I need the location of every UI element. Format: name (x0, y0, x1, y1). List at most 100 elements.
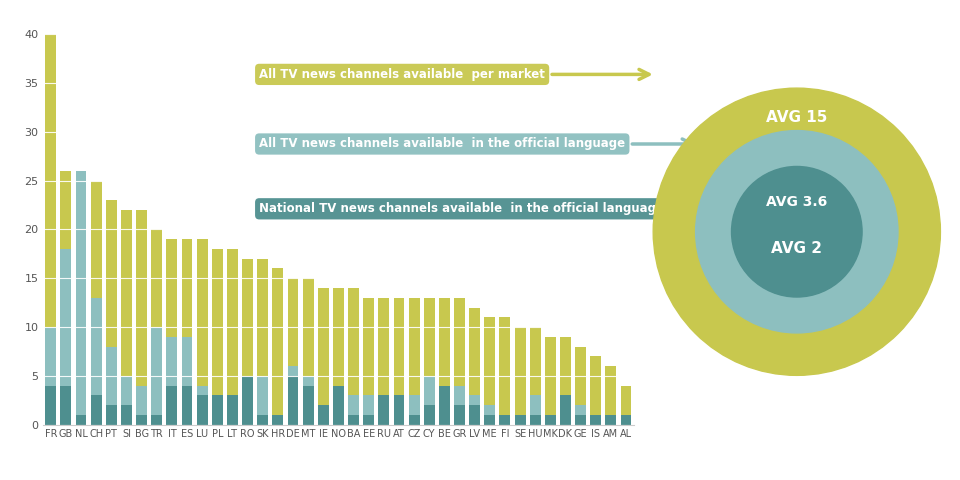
Bar (620, 415, 632, 425)
Bar (136, 415, 147, 425)
Bar (121, 210, 132, 376)
Bar (197, 239, 207, 386)
Bar (76, 415, 86, 425)
Bar (136, 210, 147, 386)
Bar (288, 366, 299, 376)
Bar (485, 317, 495, 405)
Bar (60, 386, 71, 425)
Bar (227, 396, 238, 425)
Bar (257, 259, 268, 376)
Bar (348, 396, 359, 415)
Bar (166, 386, 178, 425)
Bar (515, 327, 525, 415)
Bar (363, 396, 374, 415)
Bar (302, 376, 314, 386)
Bar (242, 376, 253, 425)
Bar (545, 415, 556, 425)
Bar (106, 405, 117, 425)
Bar (469, 308, 480, 396)
Bar (136, 386, 147, 415)
Bar (575, 405, 586, 415)
Bar (499, 415, 511, 425)
Bar (348, 415, 359, 425)
Bar (45, 327, 57, 386)
Bar (273, 415, 283, 425)
Bar (378, 396, 389, 425)
Bar (152, 229, 162, 327)
Bar (499, 317, 511, 415)
Bar (575, 347, 586, 405)
Circle shape (696, 131, 898, 333)
Bar (469, 405, 480, 425)
Circle shape (732, 167, 862, 297)
Bar (121, 376, 132, 405)
Bar (91, 396, 102, 425)
Bar (545, 337, 556, 415)
Text: All TV news channels available  per market: All TV news channels available per marke… (259, 68, 649, 81)
Bar (318, 288, 328, 405)
Bar (302, 386, 314, 425)
Bar (409, 415, 420, 425)
Bar (485, 415, 495, 425)
Bar (242, 259, 253, 376)
Bar (423, 298, 435, 376)
Bar (363, 415, 374, 425)
Bar (45, 386, 57, 425)
Bar (590, 415, 601, 425)
Text: AVG 15: AVG 15 (766, 110, 828, 125)
Bar (197, 386, 207, 396)
Bar (575, 415, 586, 425)
Bar (45, 34, 57, 327)
Bar (181, 239, 192, 337)
Bar (152, 327, 162, 415)
Bar (590, 356, 601, 415)
Text: AVG 3.6: AVG 3.6 (766, 195, 828, 209)
Text: National TV news channels available  in the official language: National TV news channels available in t… (259, 202, 729, 216)
Bar (91, 298, 102, 396)
Bar (181, 337, 192, 386)
Bar (166, 239, 178, 337)
Bar (454, 298, 465, 386)
Bar (76, 171, 86, 415)
Bar (288, 376, 299, 425)
Bar (606, 366, 616, 415)
Bar (363, 298, 374, 396)
Bar (454, 405, 465, 425)
Circle shape (653, 88, 941, 375)
Bar (515, 415, 525, 425)
Bar (485, 405, 495, 415)
Bar (560, 396, 571, 425)
Bar (181, 386, 192, 425)
Bar (166, 337, 178, 386)
Bar (91, 180, 102, 298)
Bar (394, 396, 404, 425)
Bar (227, 249, 238, 396)
Bar (212, 249, 223, 396)
Bar (152, 415, 162, 425)
Bar (530, 327, 540, 396)
Bar (318, 405, 328, 425)
Bar (348, 288, 359, 396)
Bar (530, 396, 540, 415)
Bar (409, 298, 420, 396)
Bar (333, 386, 344, 425)
Bar (409, 396, 420, 415)
Bar (378, 298, 389, 396)
Bar (106, 347, 117, 405)
Bar (212, 396, 223, 425)
Text: AVG 2: AVG 2 (771, 240, 823, 255)
Text: All TV news channels available  in the official language: All TV news channels available in the of… (259, 137, 692, 151)
Bar (454, 386, 465, 405)
Bar (197, 396, 207, 425)
Bar (60, 171, 71, 249)
Bar (106, 200, 117, 347)
Bar (273, 268, 283, 415)
Bar (333, 288, 344, 386)
Bar (469, 396, 480, 405)
Bar (302, 278, 314, 376)
Bar (288, 278, 299, 366)
Bar (606, 415, 616, 425)
Bar (423, 405, 435, 425)
Bar (60, 249, 71, 386)
Bar (439, 298, 450, 386)
